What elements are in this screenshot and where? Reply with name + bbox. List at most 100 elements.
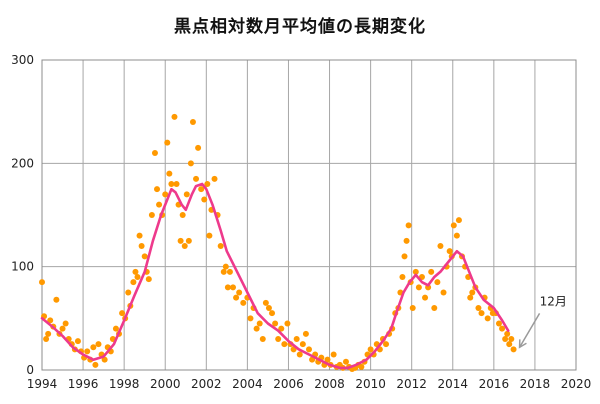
scatter-point — [324, 356, 331, 363]
scatter-point — [183, 191, 190, 198]
scatter-point — [84, 348, 91, 355]
scatter-point — [201, 196, 208, 203]
y-tick-label: 0 — [26, 363, 34, 377]
scatter-point — [437, 243, 444, 249]
scatter-point — [198, 186, 205, 193]
scatter-point — [253, 325, 260, 332]
y-tick-label: 200 — [11, 156, 34, 170]
scatter-point — [92, 361, 99, 368]
scatter-point — [134, 274, 141, 280]
scatter-point — [367, 346, 374, 353]
scatter-point — [299, 341, 306, 348]
plot-area-frame — [41, 59, 577, 371]
scatter-point — [431, 305, 438, 311]
y-tick-label: 100 — [11, 260, 34, 274]
scatter-point — [259, 336, 266, 342]
scatter-point — [450, 222, 457, 229]
scatter-point — [495, 320, 502, 327]
scatter-point — [145, 276, 152, 283]
scatter-point — [125, 289, 132, 296]
scatter-point — [405, 222, 412, 229]
x-tick-label: 2000 — [150, 377, 181, 391]
scatter-point — [256, 320, 263, 327]
x-tick-label: 2020 — [561, 377, 592, 391]
scatter-point — [230, 284, 237, 291]
annotation-label: 12月 — [540, 294, 567, 308]
scatter-point — [484, 315, 491, 322]
smoothed-line — [40, 182, 510, 370]
tick-label-layer: 1994 1996 1998 2000 2002 2004 2006 2008 2010 2012… — [11, 53, 591, 391]
scatter-point — [330, 351, 337, 358]
x-tick-label: 2014 — [437, 377, 468, 391]
chart-title: 黒点相対数月平均値の長期変化 — [174, 17, 426, 37]
scatter-point — [281, 341, 288, 348]
scatter-point — [53, 296, 60, 303]
scatter-point — [119, 310, 126, 317]
scatter-point — [168, 181, 175, 187]
scatter-point — [455, 217, 462, 224]
scatter-point — [275, 336, 282, 342]
scatter-point — [62, 320, 69, 327]
scatter-point — [211, 175, 218, 182]
scatter-point — [502, 336, 509, 342]
scatter-point — [508, 336, 515, 342]
scatter-point — [504, 330, 511, 337]
scatter-point — [206, 232, 213, 239]
x-tick-label: 2002 — [191, 377, 222, 391]
scatter-point — [43, 336, 50, 342]
x-tick-label: 2006 — [273, 377, 304, 391]
scatter-point — [47, 317, 54, 324]
scatter-point — [148, 212, 155, 218]
x-tick-label: 2004 — [232, 377, 263, 391]
scatter-point — [240, 299, 247, 306]
scatter-point — [217, 243, 224, 249]
scatter-point — [179, 212, 186, 218]
annotation-arrow — [518, 312, 541, 348]
scatter-point — [189, 119, 196, 125]
scatter-point — [181, 243, 188, 249]
scatter-point — [446, 248, 453, 255]
scatter-point — [222, 263, 229, 270]
scatter-point — [141, 253, 148, 260]
scatter-point — [193, 175, 200, 182]
scatter-point — [162, 191, 169, 198]
x-tick-label: 2008 — [314, 377, 345, 391]
scatter-point — [90, 344, 97, 351]
scatter-point — [136, 232, 143, 239]
grid-layer — [41, 59, 577, 371]
scatter-point — [112, 325, 119, 332]
scatter-point — [236, 289, 243, 296]
scatter-point — [187, 160, 194, 167]
annotation-arrow-head — [518, 339, 527, 349]
scatter-point — [171, 113, 178, 120]
annotation-layer: 12月 — [518, 294, 567, 349]
scatter-point — [302, 330, 309, 337]
scatter-point — [45, 330, 52, 337]
scatter-point — [403, 237, 410, 244]
scatter-point — [510, 346, 517, 353]
scatter-point — [415, 284, 422, 291]
x-tick-label: 2018 — [520, 377, 551, 391]
scatter-point — [409, 305, 416, 311]
scatter-point — [296, 351, 303, 358]
x-tick-label: 1996 — [68, 377, 99, 391]
scatter-point — [478, 310, 485, 317]
x-tick-label: 2012 — [396, 377, 427, 391]
scatter-point — [166, 170, 173, 177]
line-series — [40, 182, 510, 370]
scatter-point — [59, 325, 66, 332]
scatter-point — [173, 181, 180, 187]
scatter-point — [265, 305, 272, 311]
scatter-point — [383, 341, 390, 348]
scatter-point — [269, 310, 276, 317]
scatter-point — [422, 294, 429, 301]
scatter-point — [262, 299, 269, 306]
x-tick-label: 2016 — [479, 377, 510, 391]
scatter-point — [284, 320, 291, 327]
scatter-point — [224, 284, 231, 291]
scatter-point — [358, 363, 365, 370]
scatter-point — [204, 181, 211, 187]
scatter-point — [151, 150, 158, 156]
scatter-point — [247, 315, 254, 322]
